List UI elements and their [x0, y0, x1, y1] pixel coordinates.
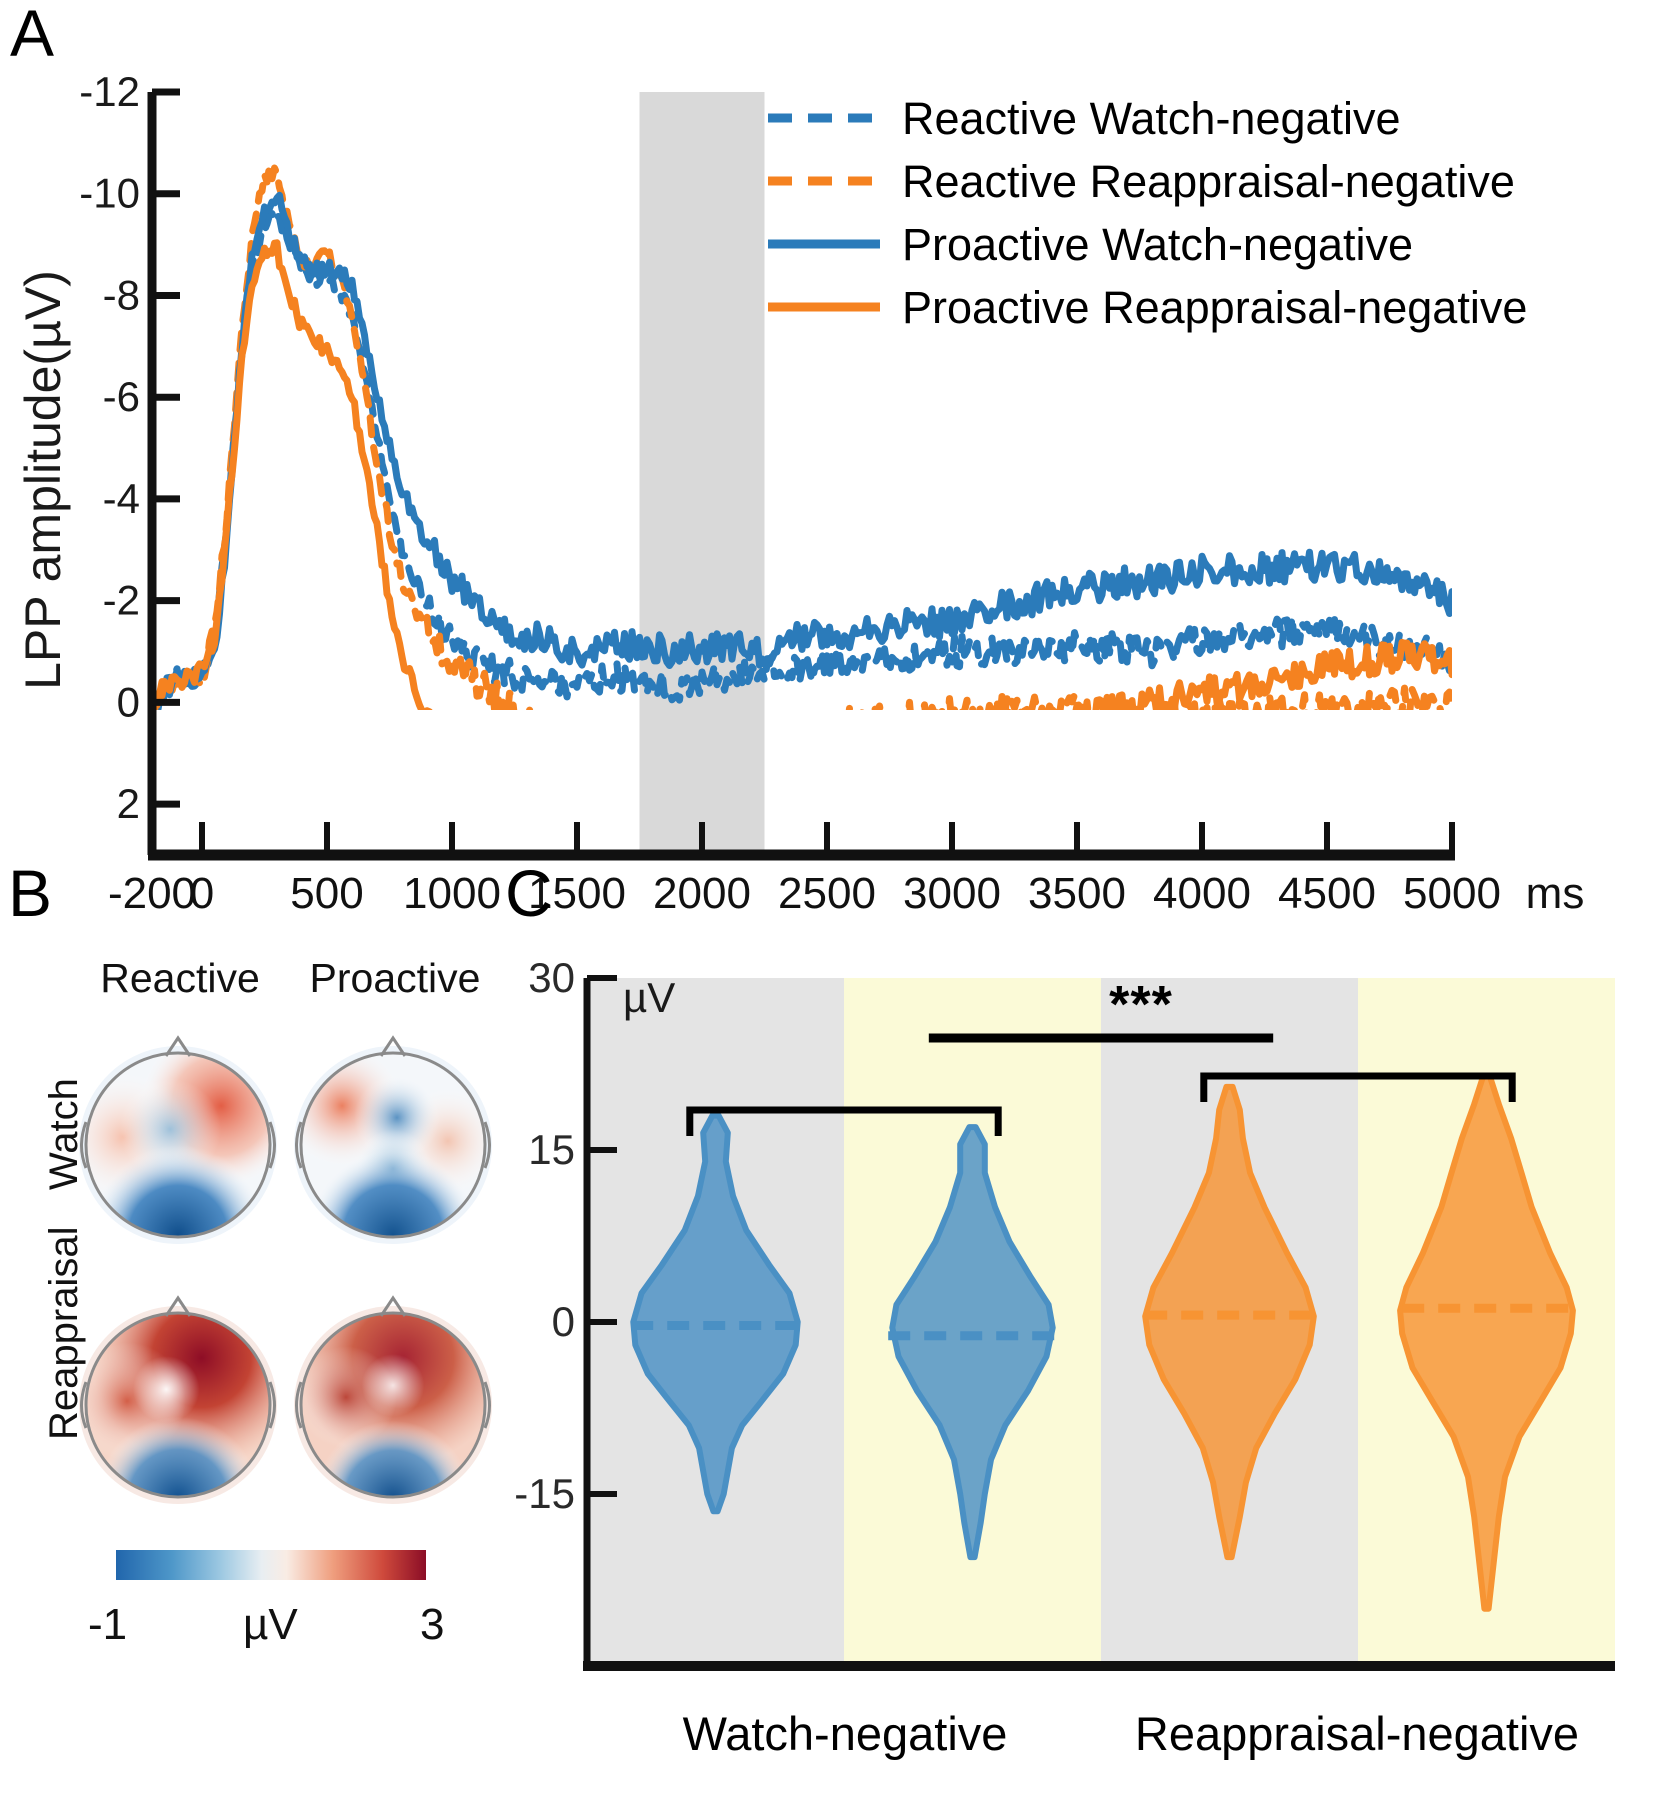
erp-waveforms — [152, 163, 1452, 710]
svg-text:-10: -10 — [79, 170, 140, 217]
bracket-reappraisal — [1200, 1072, 1516, 1102]
svg-text:0: 0 — [190, 869, 214, 918]
waveform-2 — [152, 191, 1452, 710]
analysis-window-band — [639, 92, 765, 855]
svg-text:2: 2 — [117, 780, 140, 827]
svg-text:3000: 3000 — [903, 869, 1001, 918]
svg-text:-15: -15 — [514, 1470, 575, 1517]
panel-a-letter: A — [10, 0, 55, 70]
colorbar-min-label: -1 — [88, 1600, 128, 1649]
violin-3 — [1397, 1072, 1576, 1612]
legend-label-1: Reactive Reappraisal-negative — [902, 156, 1515, 207]
panel-b-letter: B — [8, 856, 53, 930]
significance-brackets — [686, 1033, 1516, 1136]
legend-label-3: Proactive Reappraisal-negative — [902, 282, 1527, 333]
legend-label-0: Reactive Watch-negative — [902, 93, 1401, 144]
svg-text:-12: -12 — [79, 68, 140, 115]
panel-c-violin-chart: 30 15 0 -15 µV *** Watch-negative Reapprais… — [514, 954, 1615, 1760]
panel-a-x-unit-label: ms — [1526, 869, 1585, 918]
waveform-3 — [152, 239, 1452, 710]
svg-text:4500: 4500 — [1278, 869, 1376, 918]
svg-text:-6: -6 — [103, 373, 140, 420]
significance-stars: *** — [1109, 976, 1173, 1034]
svg-text:1000: 1000 — [403, 869, 501, 918]
svg-text:2500: 2500 — [778, 869, 876, 918]
panel-a-chart: -12-10-8-6-4-202 -2000 500 1000 1500 2000 250… — [15, 68, 1585, 918]
panel-c-y-ticks: 30 15 0 -15 — [514, 954, 617, 1517]
panel-c-category-reappraisal: Reappraisal-negative — [1135, 1707, 1579, 1760]
panel-a-legend: Reactive Watch-negative Reactive Reapprai… — [768, 93, 1527, 333]
svg-text:500: 500 — [290, 869, 363, 918]
panel-c: C 30 15 0 -15 µV *** Watch-negative Reappra… — [495, 860, 1667, 1806]
colorbar-max-label: 3 — [420, 1600, 445, 1649]
svg-text:-2: -2 — [103, 577, 140, 624]
violin-0 — [630, 1112, 801, 1515]
svg-text:30: 30 — [528, 954, 575, 1001]
topoplot-reappraisal-proactive — [294, 1295, 492, 1504]
panel-b: B Reactive Proactive Watch Reappraisal — [0, 860, 520, 1806]
topoplot-watch-proactive — [294, 1035, 492, 1244]
waveform-0 — [152, 210, 1452, 710]
bracket-watch — [686, 1106, 1002, 1136]
svg-text:4000: 4000 — [1153, 869, 1251, 918]
panel-a-x-ticks: -2000 500 1000 1500 2000 2500 3000 3500 4000 4500… — [108, 822, 1501, 918]
topo-column-header-reactive: Reactive — [100, 955, 260, 1001]
waveform-1 — [152, 163, 1452, 710]
violin-1 — [889, 1124, 1056, 1561]
panel-a: A -12 -10 -8 -6 -4 -2 0 2 -200 0 500 1000 1500 2000 2… — [10, 0, 1585, 918]
panel-c-letter: C — [505, 856, 553, 930]
svg-text:0: 0 — [552, 1298, 575, 1345]
violin-shapes — [630, 1072, 1576, 1612]
violin-2 — [1142, 1083, 1317, 1561]
svg-text:3500: 3500 — [1028, 869, 1126, 918]
svg-text:2000: 2000 — [653, 869, 751, 918]
svg-text:-4: -4 — [103, 475, 140, 522]
topoplot-reappraisal-reactive — [79, 1295, 277, 1504]
panel-a-y-axis-label: LPP amplitude(µV) — [15, 270, 71, 690]
panel-a-y-ticks: -12 -10 -8 -6 -4 -2 0 2 — [79, 68, 180, 827]
colorbar-unit-label: µV — [243, 1600, 298, 1649]
svg-text:-200: -200 — [108, 869, 196, 918]
panel-b-topoplots — [79, 1035, 492, 1580]
legend-label-2: Proactive Watch-negative — [902, 219, 1413, 270]
svg-text:15: 15 — [528, 1126, 575, 1173]
colorbar — [116, 1550, 426, 1580]
panel-c-unit-label: µV — [623, 974, 675, 1021]
svg-text:5000: 5000 — [1403, 869, 1501, 918]
topoplot-watch-reactive — [79, 1035, 277, 1244]
panel-c-category-watch: Watch-negative — [683, 1707, 1008, 1760]
topo-column-header-proactive: Proactive — [309, 955, 481, 1001]
svg-text:1500: 1500 — [528, 869, 626, 918]
svg-text:0: 0 — [117, 678, 140, 725]
svg-text:-8: -8 — [103, 271, 140, 318]
